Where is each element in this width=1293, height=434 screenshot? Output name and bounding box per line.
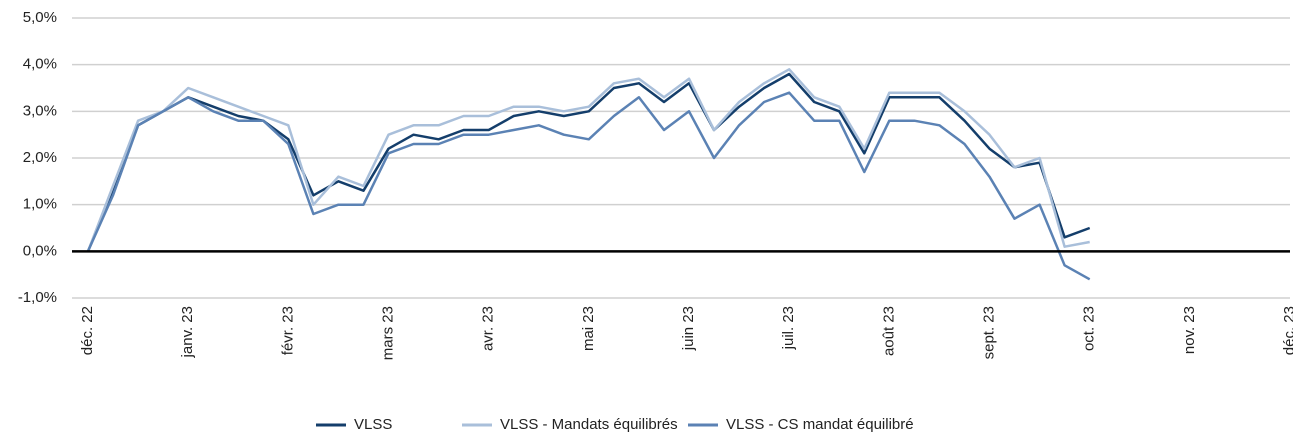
- y-tick-label: 5,0%: [23, 9, 57, 26]
- x-tick-label: févr. 23: [279, 306, 296, 355]
- y-tick-label: 3,0%: [23, 102, 57, 119]
- series-line: [86, 91, 1091, 281]
- legend-label: VLSS - CS mandat équilibré: [726, 416, 914, 433]
- x-tick-label: déc. 22: [79, 306, 96, 355]
- y-tick-label: 1,0%: [23, 196, 57, 213]
- x-tick-label: août 23: [880, 306, 897, 356]
- x-tick-label: déc. 23: [1281, 306, 1293, 355]
- x-tick-label: juil. 23: [780, 306, 797, 350]
- x-tick-label: mai 23: [580, 306, 597, 351]
- x-tick-label: janv. 23: [179, 306, 196, 358]
- legend-label: VLSS - Mandats équilibrés: [500, 416, 678, 433]
- series-line: [86, 68, 1090, 252]
- x-tick-label: mars 23: [379, 306, 396, 360]
- y-tick-label: 2,0%: [23, 149, 57, 166]
- x-tick-label: sept. 23: [980, 306, 997, 359]
- x-tick-label: juin 23: [680, 306, 697, 351]
- x-tick-label: oct. 23: [1081, 306, 1098, 351]
- series-line: [86, 72, 1091, 252]
- x-tick-label: avr. 23: [480, 306, 497, 351]
- y-tick-label: 0,0%: [23, 242, 57, 259]
- x-tick-label: nov. 23: [1181, 306, 1198, 354]
- y-tick-label: -1,0%: [18, 289, 57, 306]
- legend-label: VLSS: [354, 416, 392, 433]
- y-tick-label: 4,0%: [23, 56, 57, 73]
